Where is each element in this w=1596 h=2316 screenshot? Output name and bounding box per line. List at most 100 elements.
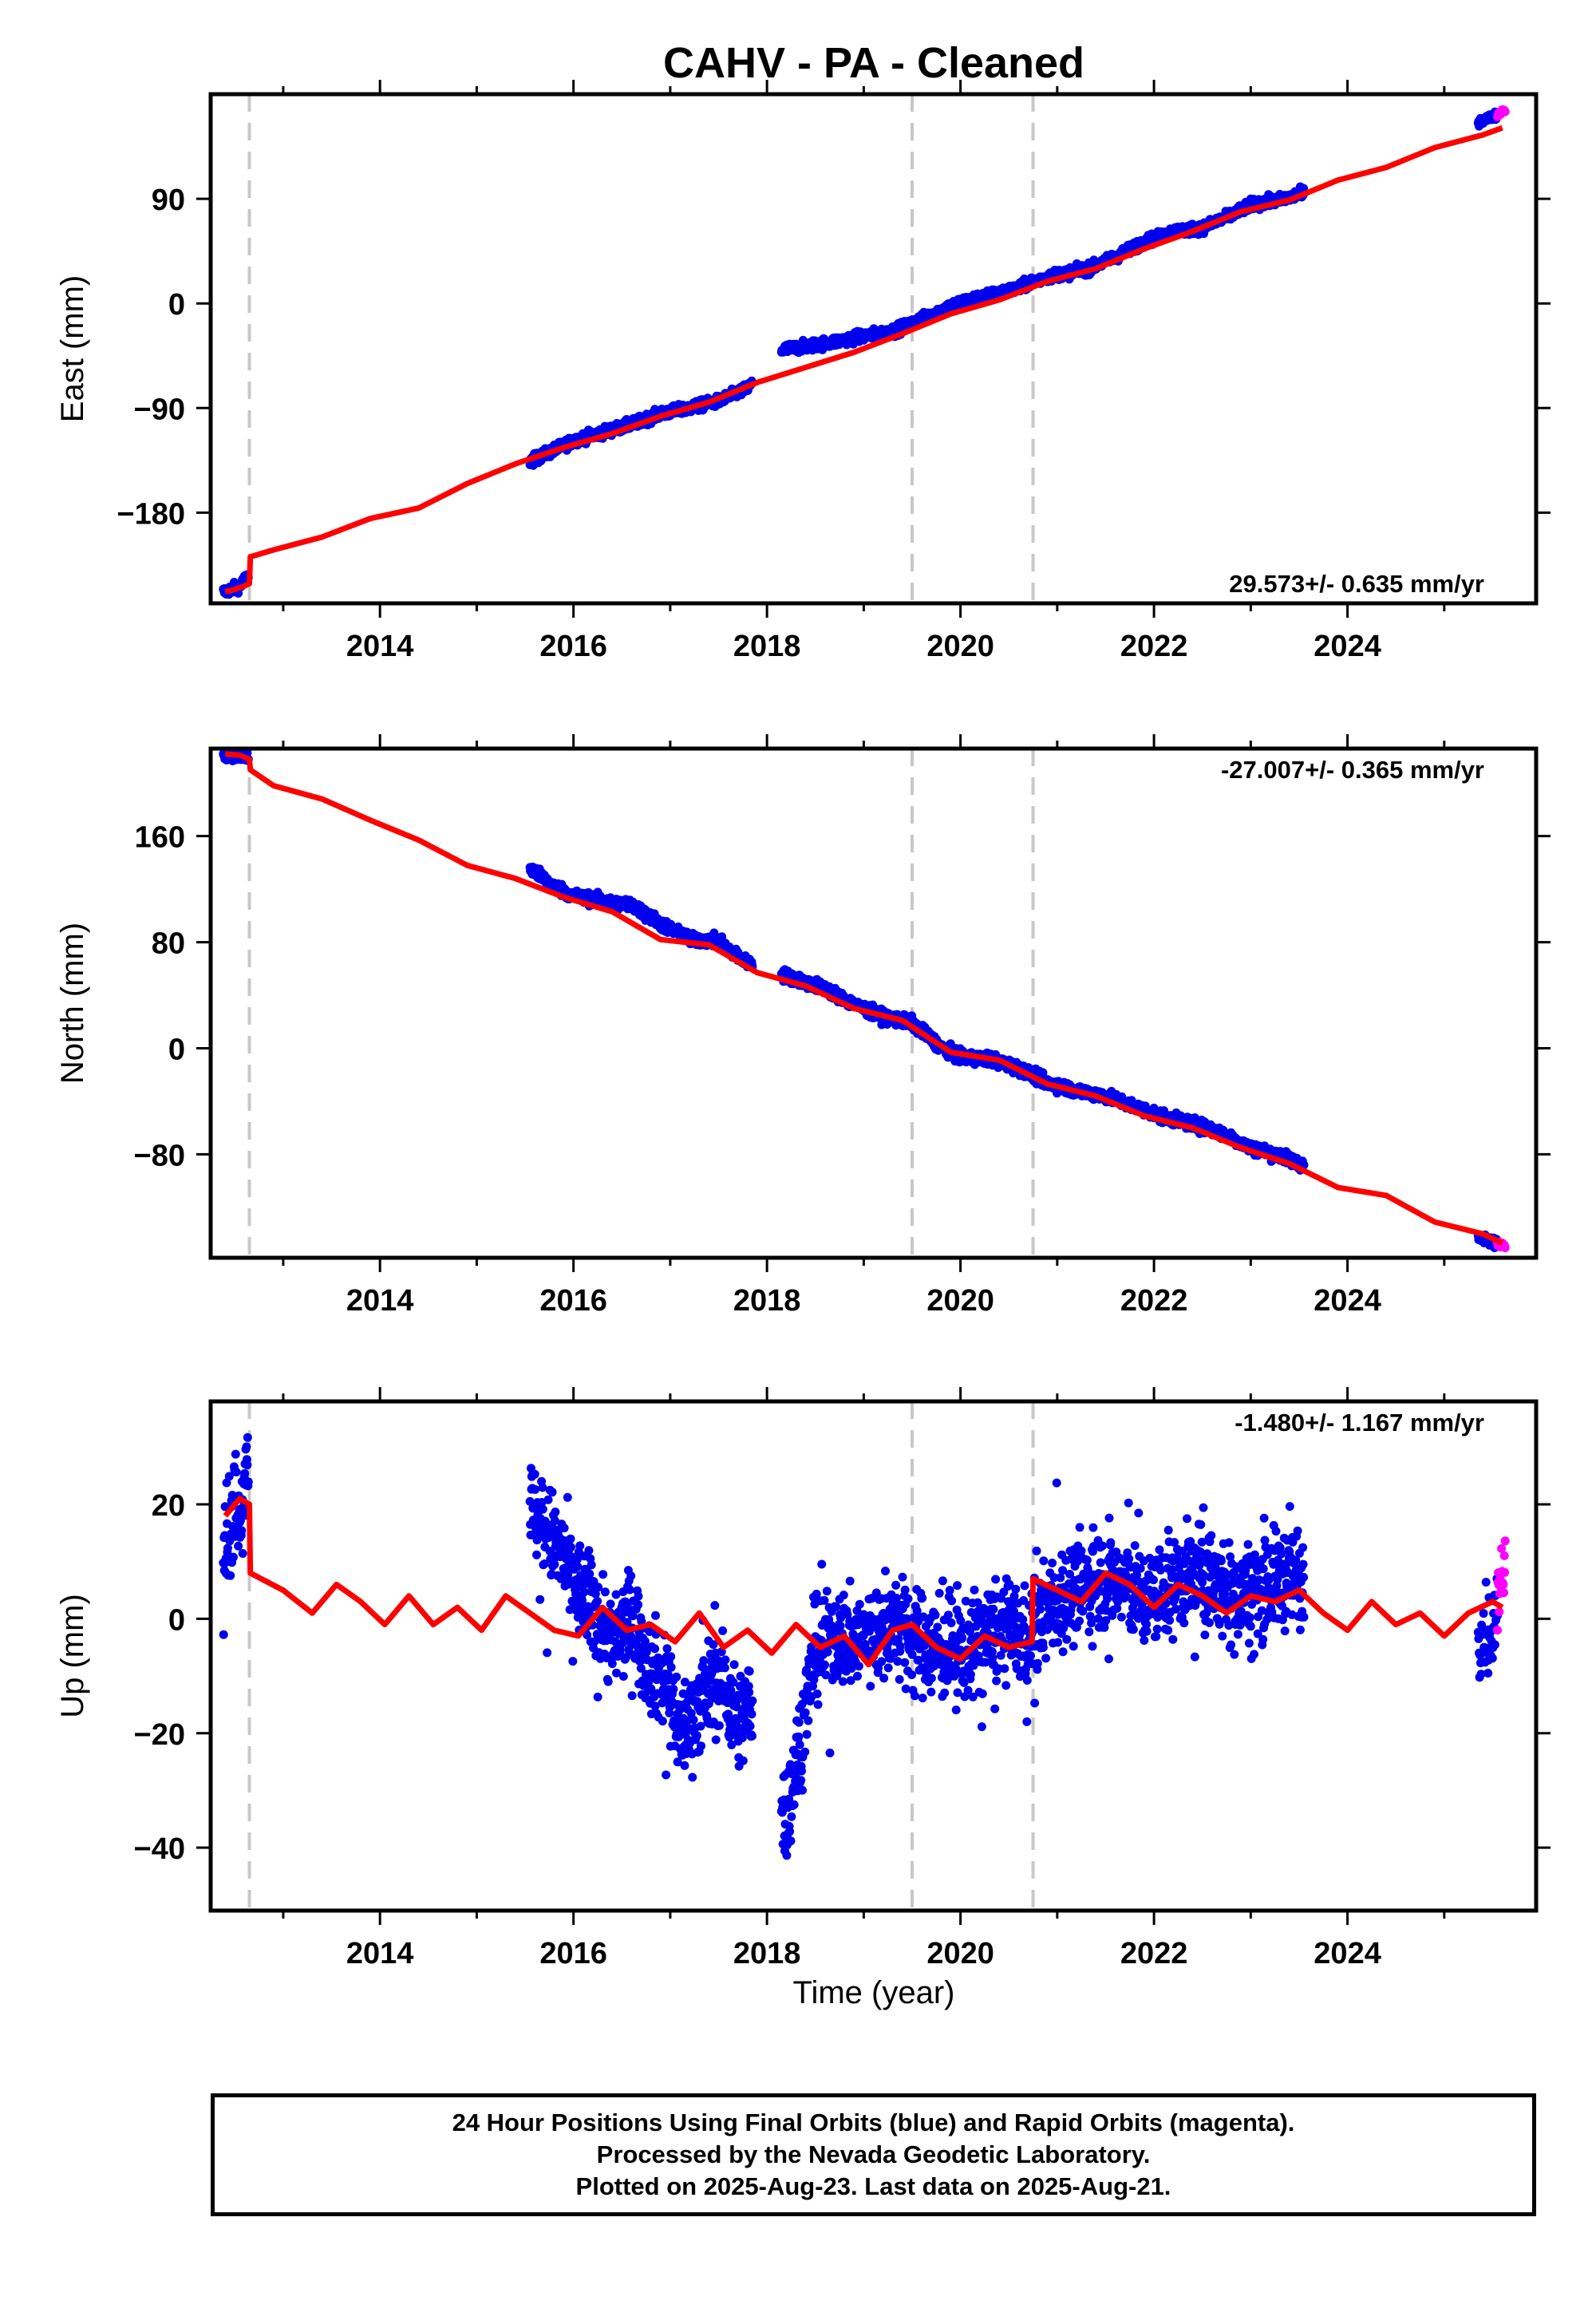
up-final-point [243, 1433, 252, 1442]
up-final-point [243, 1460, 252, 1470]
up-final-point [680, 1678, 689, 1687]
up-final-point [612, 1668, 621, 1678]
up-final-point [724, 1709, 733, 1719]
east-y-tick-label: 0 [168, 288, 185, 322]
up-final-point [650, 1644, 660, 1654]
up-final-point [573, 1562, 583, 1571]
up-final-point [625, 1585, 634, 1595]
up-final-point [636, 1663, 646, 1673]
up-final-point [618, 1672, 628, 1681]
north-y-tick-label: 0 [168, 1033, 185, 1066]
up-final-point [711, 1735, 721, 1745]
up-final-point [585, 1569, 595, 1579]
up-final-point [607, 1659, 617, 1669]
up-final-point [650, 1701, 660, 1711]
up-final-point [627, 1691, 637, 1701]
east-y-axis-label: East (mm) [55, 275, 90, 422]
up-final-point [578, 1595, 587, 1605]
north-x-tick-label: 2016 [539, 1284, 607, 1318]
up-final-point [559, 1524, 569, 1533]
east-x-tick-label: 2018 [733, 630, 801, 663]
north-rate-label: -27.007+/- 0.365 mm/yr [1221, 756, 1484, 784]
east-x-tick-label: 2022 [1120, 630, 1188, 663]
up-final-point [224, 1472, 234, 1481]
up-final-point [594, 1583, 603, 1592]
north-rapid-point [1500, 1243, 1510, 1252]
up-final-point [666, 1662, 676, 1672]
up-final-point [550, 1559, 559, 1569]
up-final-point [611, 1590, 621, 1599]
up-final-point [710, 1601, 720, 1611]
up-final-point [640, 1637, 650, 1646]
up-final-point [729, 1660, 739, 1670]
up-final-point [606, 1599, 615, 1609]
up-final-point [530, 1469, 539, 1479]
up-final-point [535, 1595, 545, 1604]
east-model-line [224, 124, 1503, 595]
up-final-point [646, 1684, 656, 1694]
up-final-point [240, 1468, 250, 1478]
north-x-tick-label: 2024 [1314, 1284, 1381, 1318]
up-final-point [227, 1491, 237, 1500]
north-y-tick-label: 80 [152, 927, 185, 961]
up-final-point [591, 1589, 600, 1599]
up-final-point [615, 1646, 625, 1656]
up-final-point [543, 1495, 553, 1504]
up-final-point [593, 1692, 602, 1701]
up-final-point [538, 1483, 547, 1492]
up-final-point [566, 1534, 575, 1543]
up-final-point [219, 1630, 228, 1639]
east-x-tick-label: 2014 [346, 630, 414, 663]
north-frame [208, 746, 1539, 1260]
up-final-point [593, 1596, 602, 1606]
up-final-point [686, 1709, 696, 1718]
east-x-tick-label: 2024 [1314, 630, 1381, 663]
up-final-point [628, 1611, 638, 1621]
up-final-point [697, 1741, 705, 1751]
up-final-point [563, 1492, 572, 1502]
up-final-point [231, 1449, 240, 1459]
north-x-tick-label: 2014 [346, 1284, 414, 1318]
up-final-point [709, 1640, 718, 1650]
east-rate-label: 29.573+/- 0.635 mm/yr [1229, 570, 1484, 598]
up-final-point [568, 1657, 578, 1666]
up-final-point [718, 1626, 728, 1635]
up-final-point [231, 1468, 241, 1476]
east-x-tick-label: 2016 [539, 630, 607, 663]
up-final-point [662, 1644, 672, 1654]
up-final-point [551, 1508, 560, 1516]
north-x-tick-label: 2018 [733, 1284, 801, 1318]
up-final-point [531, 1484, 540, 1494]
up-final-point [626, 1571, 636, 1581]
east-y-tick-label: −90 [134, 393, 185, 426]
up-final-point [226, 1571, 235, 1580]
north-x-tick-label: 2022 [1120, 1284, 1188, 1318]
up-final-point [732, 1702, 741, 1712]
up-final-point [673, 1757, 682, 1767]
up-final-point [727, 1740, 737, 1749]
up-final-point [579, 1587, 589, 1597]
east-rapid-points [1493, 105, 1510, 121]
up-final-point [600, 1587, 610, 1597]
north-y-axis-label: North (mm) [55, 923, 90, 1084]
up-final-point [720, 1663, 729, 1673]
up-final-point [699, 1656, 709, 1666]
up-final-point [243, 1477, 253, 1487]
up-final-point [584, 1546, 594, 1555]
north-y-tick-label: 160 [135, 821, 185, 855]
north-y-tick-label: −80 [134, 1139, 185, 1172]
up-final-point [672, 1672, 681, 1682]
east-x-tick-label: 2020 [926, 630, 994, 663]
up-final-point [538, 1504, 547, 1514]
east-plot-area [211, 94, 1536, 603]
up-final-point [696, 1721, 705, 1731]
up-final-point [572, 1555, 582, 1564]
north-x-tick-label: 2020 [926, 1284, 994, 1318]
up-final-point [680, 1761, 689, 1770]
east-y-tick-label: 90 [152, 184, 185, 217]
up-final-point [662, 1770, 671, 1780]
up-final-point [669, 1685, 678, 1694]
east-frame [208, 92, 1539, 606]
